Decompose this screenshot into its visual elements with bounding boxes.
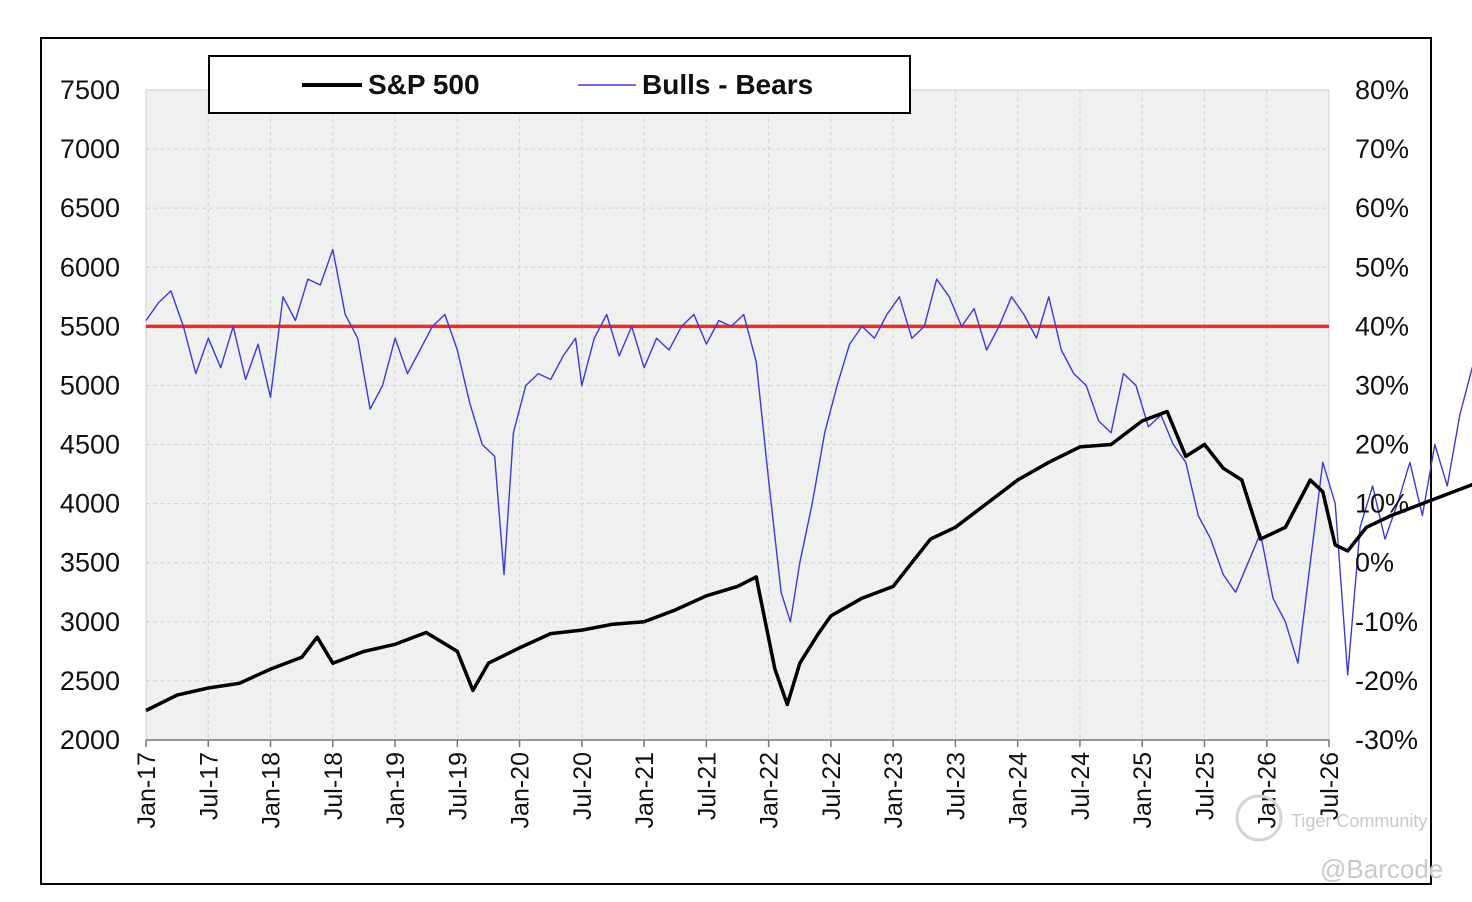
y-left-tick-label: 3000 [60, 607, 120, 637]
y-right-tick-label: -30% [1355, 725, 1418, 755]
x-tick-label: Jan-17 [133, 752, 161, 828]
x-tick-label: Jan-24 [1005, 752, 1033, 829]
y-right-tick-label: 30% [1355, 370, 1409, 400]
legend: S&P 500 Bulls - Bears [208, 55, 911, 114]
y-right-tick-label: 0% [1355, 548, 1394, 578]
series-line-bulls-bears [145, 248, 1472, 676]
x-tick-label: Jul-18 [320, 752, 348, 820]
x-tick-label: Jan-26 [1254, 752, 1282, 828]
x-tick-label: Jan-20 [507, 752, 535, 828]
x-tick-label: Jul-21 [693, 752, 721, 820]
x-tick-label: Jul-20 [569, 752, 597, 820]
y-left-tick-label: 7500 [60, 75, 120, 105]
y-right-tick-label: 20% [1355, 430, 1409, 460]
y-right-tick-label: -10% [1355, 607, 1418, 637]
y-left-tick-label: 6500 [60, 193, 120, 223]
x-axis: Jan-17 Jul-17 Jan-18 Jul-18 Jan-19 Jul-19 Jan-… [133, 739, 1344, 829]
y-right-tick-label: 60% [1355, 193, 1409, 223]
plot-area [145, 89, 1330, 741]
watermark: Tiger Community @Barcode [1235, 794, 1443, 884]
y-right-tick-label: 50% [1355, 252, 1409, 282]
series-line-sp500 [145, 409, 1472, 713]
left-axis: 7500 7000 6500 6000 5500 5000 4500 4000 3500 3000… [60, 75, 120, 755]
y-left-tick-label: 7000 [60, 134, 120, 164]
watermark-logo-icon [1235, 794, 1283, 842]
y-right-tick-label: 40% [1355, 311, 1409, 341]
x-tick-label: Jul-22 [818, 752, 846, 820]
series-group [145, 248, 1472, 713]
x-tick-label: Jul-19 [444, 752, 472, 820]
legend-label-bulls-bears: Bulls - Bears [642, 69, 813, 100]
x-tick-label: Jul-17 [195, 752, 223, 820]
x-tick-label: Jan-21 [631, 752, 659, 828]
x-tick-label: Jan-22 [756, 752, 784, 828]
y-right-tick-label: 70% [1355, 134, 1409, 164]
y-left-tick-label: 3500 [60, 548, 120, 578]
gridlines [145, 89, 1330, 741]
y-left-tick-label: 2500 [60, 666, 120, 696]
right-axis: 80% 70% 60% 50% 40% 30% 20% 10% 0% -10% -20% -30% [1355, 75, 1418, 755]
legend-label-sp500: S&P 500 [368, 69, 480, 100]
y-left-tick-label: 6000 [60, 252, 120, 282]
y-left-tick-label: 4000 [60, 489, 120, 519]
y-left-tick-label: 5000 [60, 370, 120, 400]
x-tick-label: Jul-26 [1316, 752, 1344, 820]
x-tick-label: Jul-23 [942, 752, 970, 820]
y-right-tick-label: 80% [1355, 75, 1409, 105]
x-tick-label: Jan-19 [382, 752, 410, 828]
y-left-tick-label: 4500 [60, 430, 120, 460]
x-tick-label: Jan-18 [258, 752, 286, 828]
y-left-tick-label: 2000 [60, 725, 120, 755]
watermark-handle: @Barcode [1320, 854, 1443, 884]
x-tick-label: Jul-25 [1191, 752, 1219, 820]
watermark-brand: Tiger Community [1291, 811, 1427, 831]
x-tick-label: Jan-23 [880, 752, 908, 828]
y-left-tick-label: 5500 [60, 311, 120, 341]
y-right-tick-label: 10% [1355, 489, 1409, 519]
x-tick-label: Jul-24 [1067, 752, 1095, 820]
x-tick-label: Jan-25 [1129, 752, 1157, 828]
y-right-tick-label: -20% [1355, 666, 1418, 696]
